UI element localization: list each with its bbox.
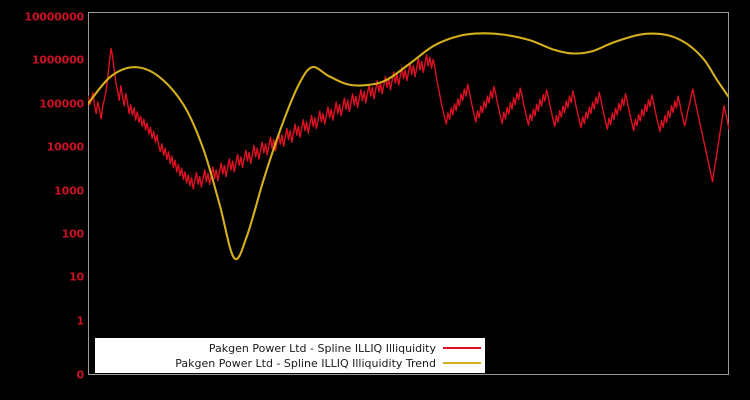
y-tick-label-1: 1	[76, 314, 85, 328]
y-tick-label-100: 100	[61, 227, 85, 241]
y-tick-label-100000: 100000	[39, 97, 84, 111]
y-tick-label-10000: 10000	[46, 140, 84, 154]
y-tick-label-10: 10	[69, 270, 84, 284]
legend-entry-0[interactable]: Pakgen Power Ltd - Spline ILLIQ Illiquid…	[99, 341, 481, 356]
y-tick-label-1000: 1000	[54, 184, 84, 198]
plot-area-frame	[88, 12, 729, 375]
chart-legend[interactable]: Pakgen Power Ltd - Spline ILLIQ Illiquid…	[95, 338, 485, 373]
legend-color-swatch	[443, 347, 481, 349]
y-tick-label-0: 0	[76, 368, 85, 382]
legend-color-swatch	[443, 362, 481, 364]
legend-entry-label: Pakgen Power Ltd - Spline ILLIQ Illiquid…	[175, 356, 436, 370]
y-tick-label-1000000: 1000000	[31, 53, 84, 67]
legend-entry-label: Pakgen Power Ltd - Spline ILLIQ Illiquid…	[208, 341, 436, 355]
y-tick-label-10000000: 10000000	[24, 10, 84, 24]
legend-entry-1[interactable]: Pakgen Power Ltd - Spline ILLIQ Illiquid…	[99, 356, 481, 371]
chart-plot-svg	[88, 32, 729, 261]
illiquidity-trend-line	[88, 32, 729, 261]
illiquidity-series-line	[88, 47, 729, 190]
